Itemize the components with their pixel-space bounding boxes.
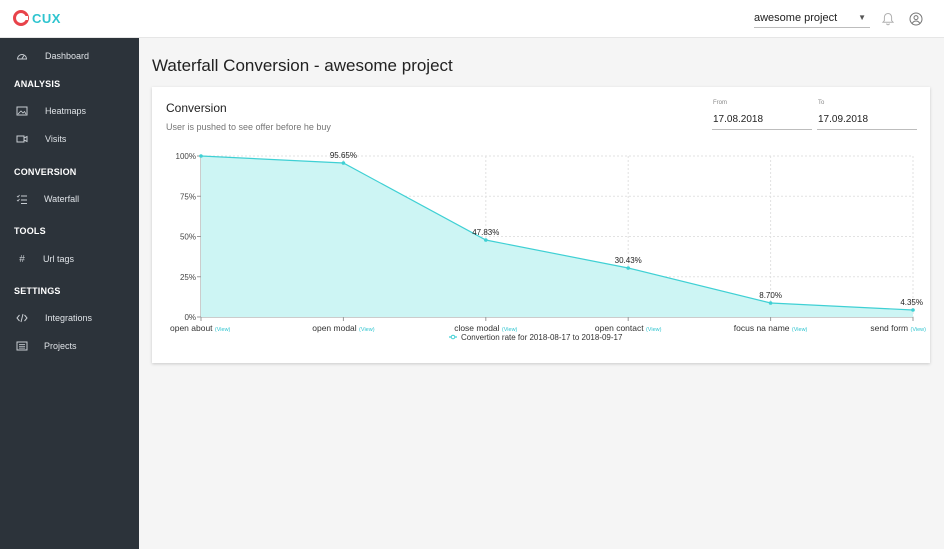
x-category-label: close modal (View) — [454, 323, 517, 333]
y-tick-label: 0% — [184, 313, 196, 322]
brand-logo[interactable]: CUX — [13, 10, 61, 26]
sidebar-item-label: Projects — [44, 341, 77, 351]
video-camera-icon — [16, 135, 28, 143]
image-icon — [16, 106, 28, 116]
sidebar-item-url-tags[interactable]: # Url tags — [0, 248, 139, 270]
card-subtitle: User is pushed to see offer before he bu… — [166, 122, 331, 132]
hashtag-icon: # — [19, 253, 25, 265]
card-title: Conversion — [166, 101, 227, 115]
sidebar-item-label: Waterfall — [44, 194, 80, 204]
logo-icon — [13, 10, 29, 26]
y-tick-label: 50% — [180, 233, 196, 242]
list-check-icon — [16, 194, 27, 204]
data-label: 47.83% — [472, 228, 499, 237]
sidebar-item-label: Dashboard — [45, 51, 90, 61]
legend-label: Convertion rate for 2018-08-17 to 2018-0… — [461, 333, 623, 342]
code-icon — [16, 313, 28, 323]
to-date-field[interactable]: To 17.09.2018 — [817, 100, 917, 130]
legend-swatch-marker — [450, 334, 456, 340]
y-tick-label: 75% — [180, 192, 196, 201]
view-link[interactable]: (View) — [911, 327, 927, 333]
brand-name: CUX — [32, 10, 61, 26]
data-label: 4.35% — [900, 298, 923, 307]
sidebar-item-label: Heatmaps — [45, 106, 87, 116]
from-date-value: 17.08.2018 — [713, 114, 764, 125]
view-link[interactable]: (View) — [502, 327, 518, 333]
sidebar-item-label: Visits — [45, 134, 67, 144]
project-selector[interactable]: awesome project ▼ — [754, 8, 870, 28]
data-point — [768, 301, 773, 305]
to-date-label: To — [818, 100, 825, 106]
sidebar-section-analysis: ANALYSIS — [14, 79, 61, 89]
sidebar-item-label: Integrations — [45, 313, 93, 323]
series-line — [200, 155, 914, 311]
dashboard-gauge-icon — [16, 54, 28, 60]
conversion-card: Conversion User is pushed to see offer b… — [152, 87, 930, 363]
sidebar-section-tools: TOOLS — [14, 226, 46, 236]
data-label: 30.43% — [615, 256, 642, 265]
series-area — [201, 156, 913, 317]
view-link[interactable]: (View) — [792, 327, 808, 333]
view-link[interactable]: (View) — [359, 327, 375, 333]
data-point — [911, 308, 915, 312]
from-date-field[interactable]: From 17.08.2018 — [712, 100, 812, 130]
view-link[interactable]: (View) — [646, 327, 662, 333]
sidebar-item-integrations[interactable]: Integrations — [0, 307, 139, 329]
y-tick-label: 100% — [176, 152, 196, 161]
view-link[interactable]: (View) — [215, 327, 231, 333]
sidebar-item-heatmaps[interactable]: Heatmaps — [0, 100, 139, 122]
x-category-label: open contact (View) — [595, 323, 662, 333]
sidebar-section-settings: SETTINGS — [14, 286, 61, 296]
data-label: 95.65% — [330, 151, 357, 160]
sidebar-item-visits[interactable]: Visits — [0, 128, 139, 150]
page-title: Waterfall Conversion - awesome project — [152, 56, 453, 75]
data-point — [341, 161, 346, 165]
sidebar-section-conversion: CONVERSION — [14, 167, 77, 177]
project-selector-value: awesome project — [754, 11, 838, 24]
x-category-label: focus na name (View) — [734, 323, 808, 333]
conversion-chart: 0% 25% 50% 75% 100% 95.65% 47.83% 30.43% 8.70% 4.… — [170, 151, 926, 342]
data-label: 8.70% — [759, 291, 782, 300]
x-category-label: send form (View) — [870, 323, 926, 333]
sidebar-item-waterfall[interactable]: Waterfall — [0, 188, 139, 210]
user-account-icon[interactable] — [908, 11, 924, 27]
bell-icon[interactable] — [880, 11, 896, 27]
sidebar-item-dashboard[interactable]: Dashboard — [0, 45, 139, 67]
x-category-label: open about (View) — [170, 323, 231, 333]
data-point — [199, 154, 203, 158]
sidebar-item-label: Url tags — [43, 254, 75, 264]
x-category-label: open modal (View) — [312, 323, 374, 333]
sidebar: Dashboard ANALYSIS Heatmaps Visits CONVE… — [0, 38, 139, 549]
list-alt-icon — [16, 341, 28, 351]
data-point — [484, 238, 488, 242]
to-date-value: 17.09.2018 — [818, 114, 869, 125]
chevron-down-icon: ▼ — [858, 13, 866, 22]
from-date-label: From — [713, 100, 727, 106]
top-bar: CUX awesome project ▼ — [0, 0, 944, 38]
sidebar-item-projects[interactable]: Projects — [0, 335, 139, 357]
data-point — [626, 266, 630, 270]
y-tick-label: 25% — [180, 273, 196, 282]
